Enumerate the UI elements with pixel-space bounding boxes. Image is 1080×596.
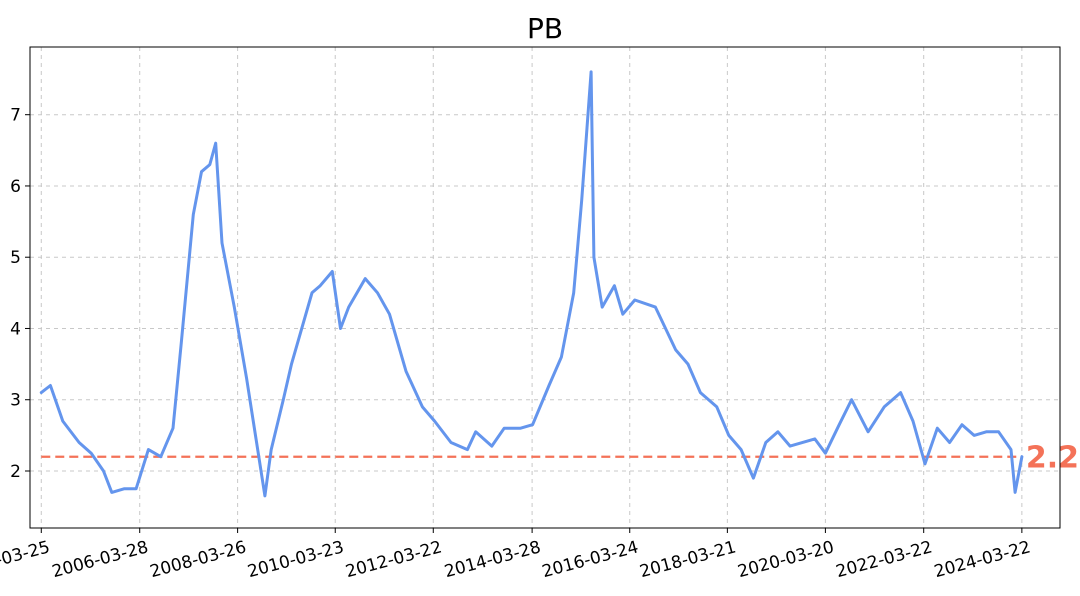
- x-axis-ticks: 2004-03-252006-03-282008-03-262010-03-23…: [0, 528, 1033, 582]
- x-tick-label: 2014-03-28: [442, 537, 543, 582]
- plot-frame: [29, 46, 1061, 529]
- x-tick-label: 2004-03-25: [0, 537, 52, 582]
- x-tick-label: 2010-03-23: [245, 537, 346, 582]
- y-tick-label: 5: [10, 248, 21, 268]
- x-tick-label: 2006-03-28: [50, 537, 151, 582]
- x-tick-label: 2024-03-22: [932, 537, 1033, 582]
- reference-line-layer: 2.2: [41, 441, 1079, 476]
- y-tick-label: 2: [10, 462, 21, 482]
- series-layer: [39, 70, 1024, 498]
- y-tick-label: 6: [10, 177, 21, 197]
- x-tick-label: 2012-03-22: [344, 537, 445, 582]
- y-tick-label: 4: [10, 319, 21, 339]
- reference-label: 2.2: [1026, 441, 1079, 476]
- series-line: [39, 70, 1024, 498]
- x-tick-label: 2016-03-24: [540, 537, 641, 582]
- y-tick-label: 3: [10, 391, 21, 411]
- y-tick-label: 7: [10, 106, 21, 126]
- x-tick-label: 2008-03-26: [148, 537, 249, 582]
- x-tick-label: 2018-03-21: [638, 537, 739, 582]
- grid-layer: [30, 47, 1060, 528]
- chart-title: PB: [527, 12, 563, 45]
- y-axis-ticks: 2 3 4 5 6 7: [10, 106, 30, 482]
- x-tick-label: 2022-03-22: [834, 537, 935, 582]
- x-tick-label: 2020-03-20: [736, 537, 837, 582]
